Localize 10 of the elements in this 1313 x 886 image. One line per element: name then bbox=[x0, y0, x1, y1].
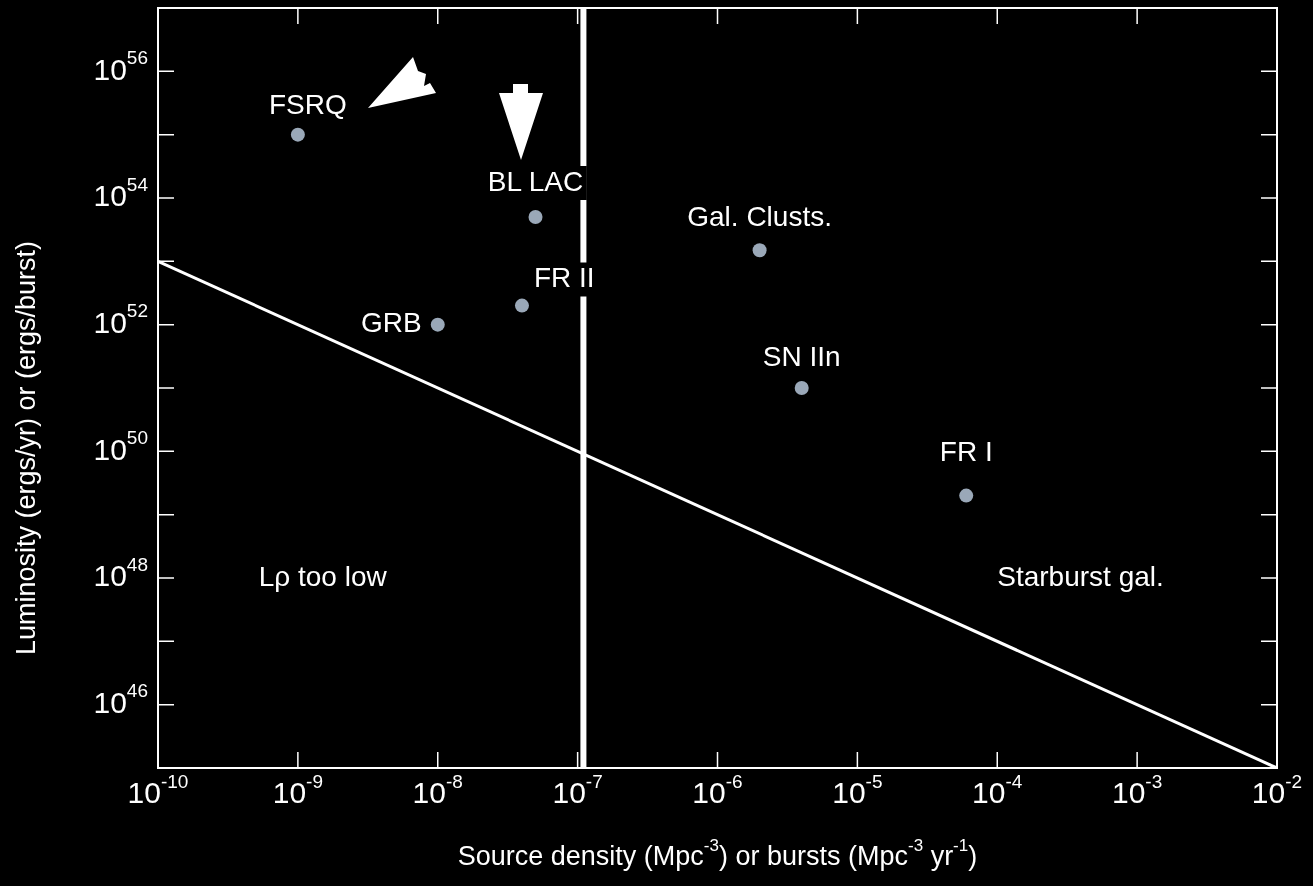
annotation: Gal. Clusts. bbox=[687, 200, 832, 232]
annotation: GRB bbox=[361, 307, 422, 339]
annotation: Starburst gal. bbox=[997, 560, 1164, 592]
annotation: FR II bbox=[533, 262, 595, 294]
y-axis-title: Luminosity (ergs/yr) or (ergs/burst) bbox=[11, 240, 42, 656]
annotation: BL LAC bbox=[487, 165, 584, 197]
annotation: Lρ too low bbox=[258, 560, 388, 592]
annotation: SN IIn bbox=[762, 340, 841, 372]
annotation: FR I bbox=[939, 436, 993, 468]
annotation: FSRQ bbox=[268, 89, 347, 121]
